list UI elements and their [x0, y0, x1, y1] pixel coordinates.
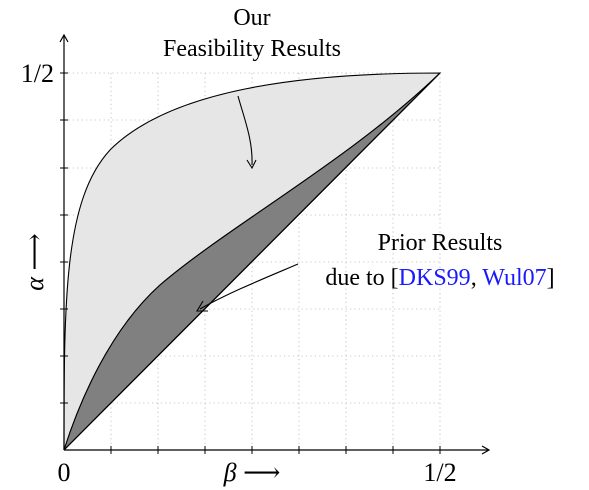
our-results-label-line1: Our	[233, 5, 270, 31]
prior-results-arrow	[199, 263, 299, 310]
x-tick-label-zero: 0	[58, 458, 71, 487]
diagonal-line	[63, 72, 441, 451]
x-axis-label: β ⟶	[223, 458, 281, 487]
our-results-label-line2: Feasibility Results	[163, 36, 341, 62]
prior-suffix: ]	[547, 265, 555, 291]
axis-ticks	[60, 72, 441, 454]
y-axis-label: α ⟶	[20, 233, 49, 290]
x-axis-arrowhead	[481, 445, 491, 455]
prior-results-label-line1: Prior Results	[378, 230, 503, 256]
our-results-arrow	[237, 95, 253, 166]
prior-separator: ,	[471, 265, 483, 291]
prior-results-label-line2: due to [DKS99, Wul07]	[325, 265, 554, 291]
x-tick-label-half: 1/2	[423, 458, 456, 487]
axes	[59, 33, 491, 455]
y-axis-arrowhead	[59, 33, 69, 43]
y-tick-label-half: 1/2	[21, 59, 54, 88]
citation-wul07[interactable]: Wul07	[482, 265, 546, 291]
our-results-arrowhead	[246, 159, 257, 170]
citation-dks99[interactable]: DKS99	[399, 265, 471, 291]
prior-prefix: due to [	[325, 265, 398, 291]
prior-results-arrowhead	[196, 300, 208, 312]
